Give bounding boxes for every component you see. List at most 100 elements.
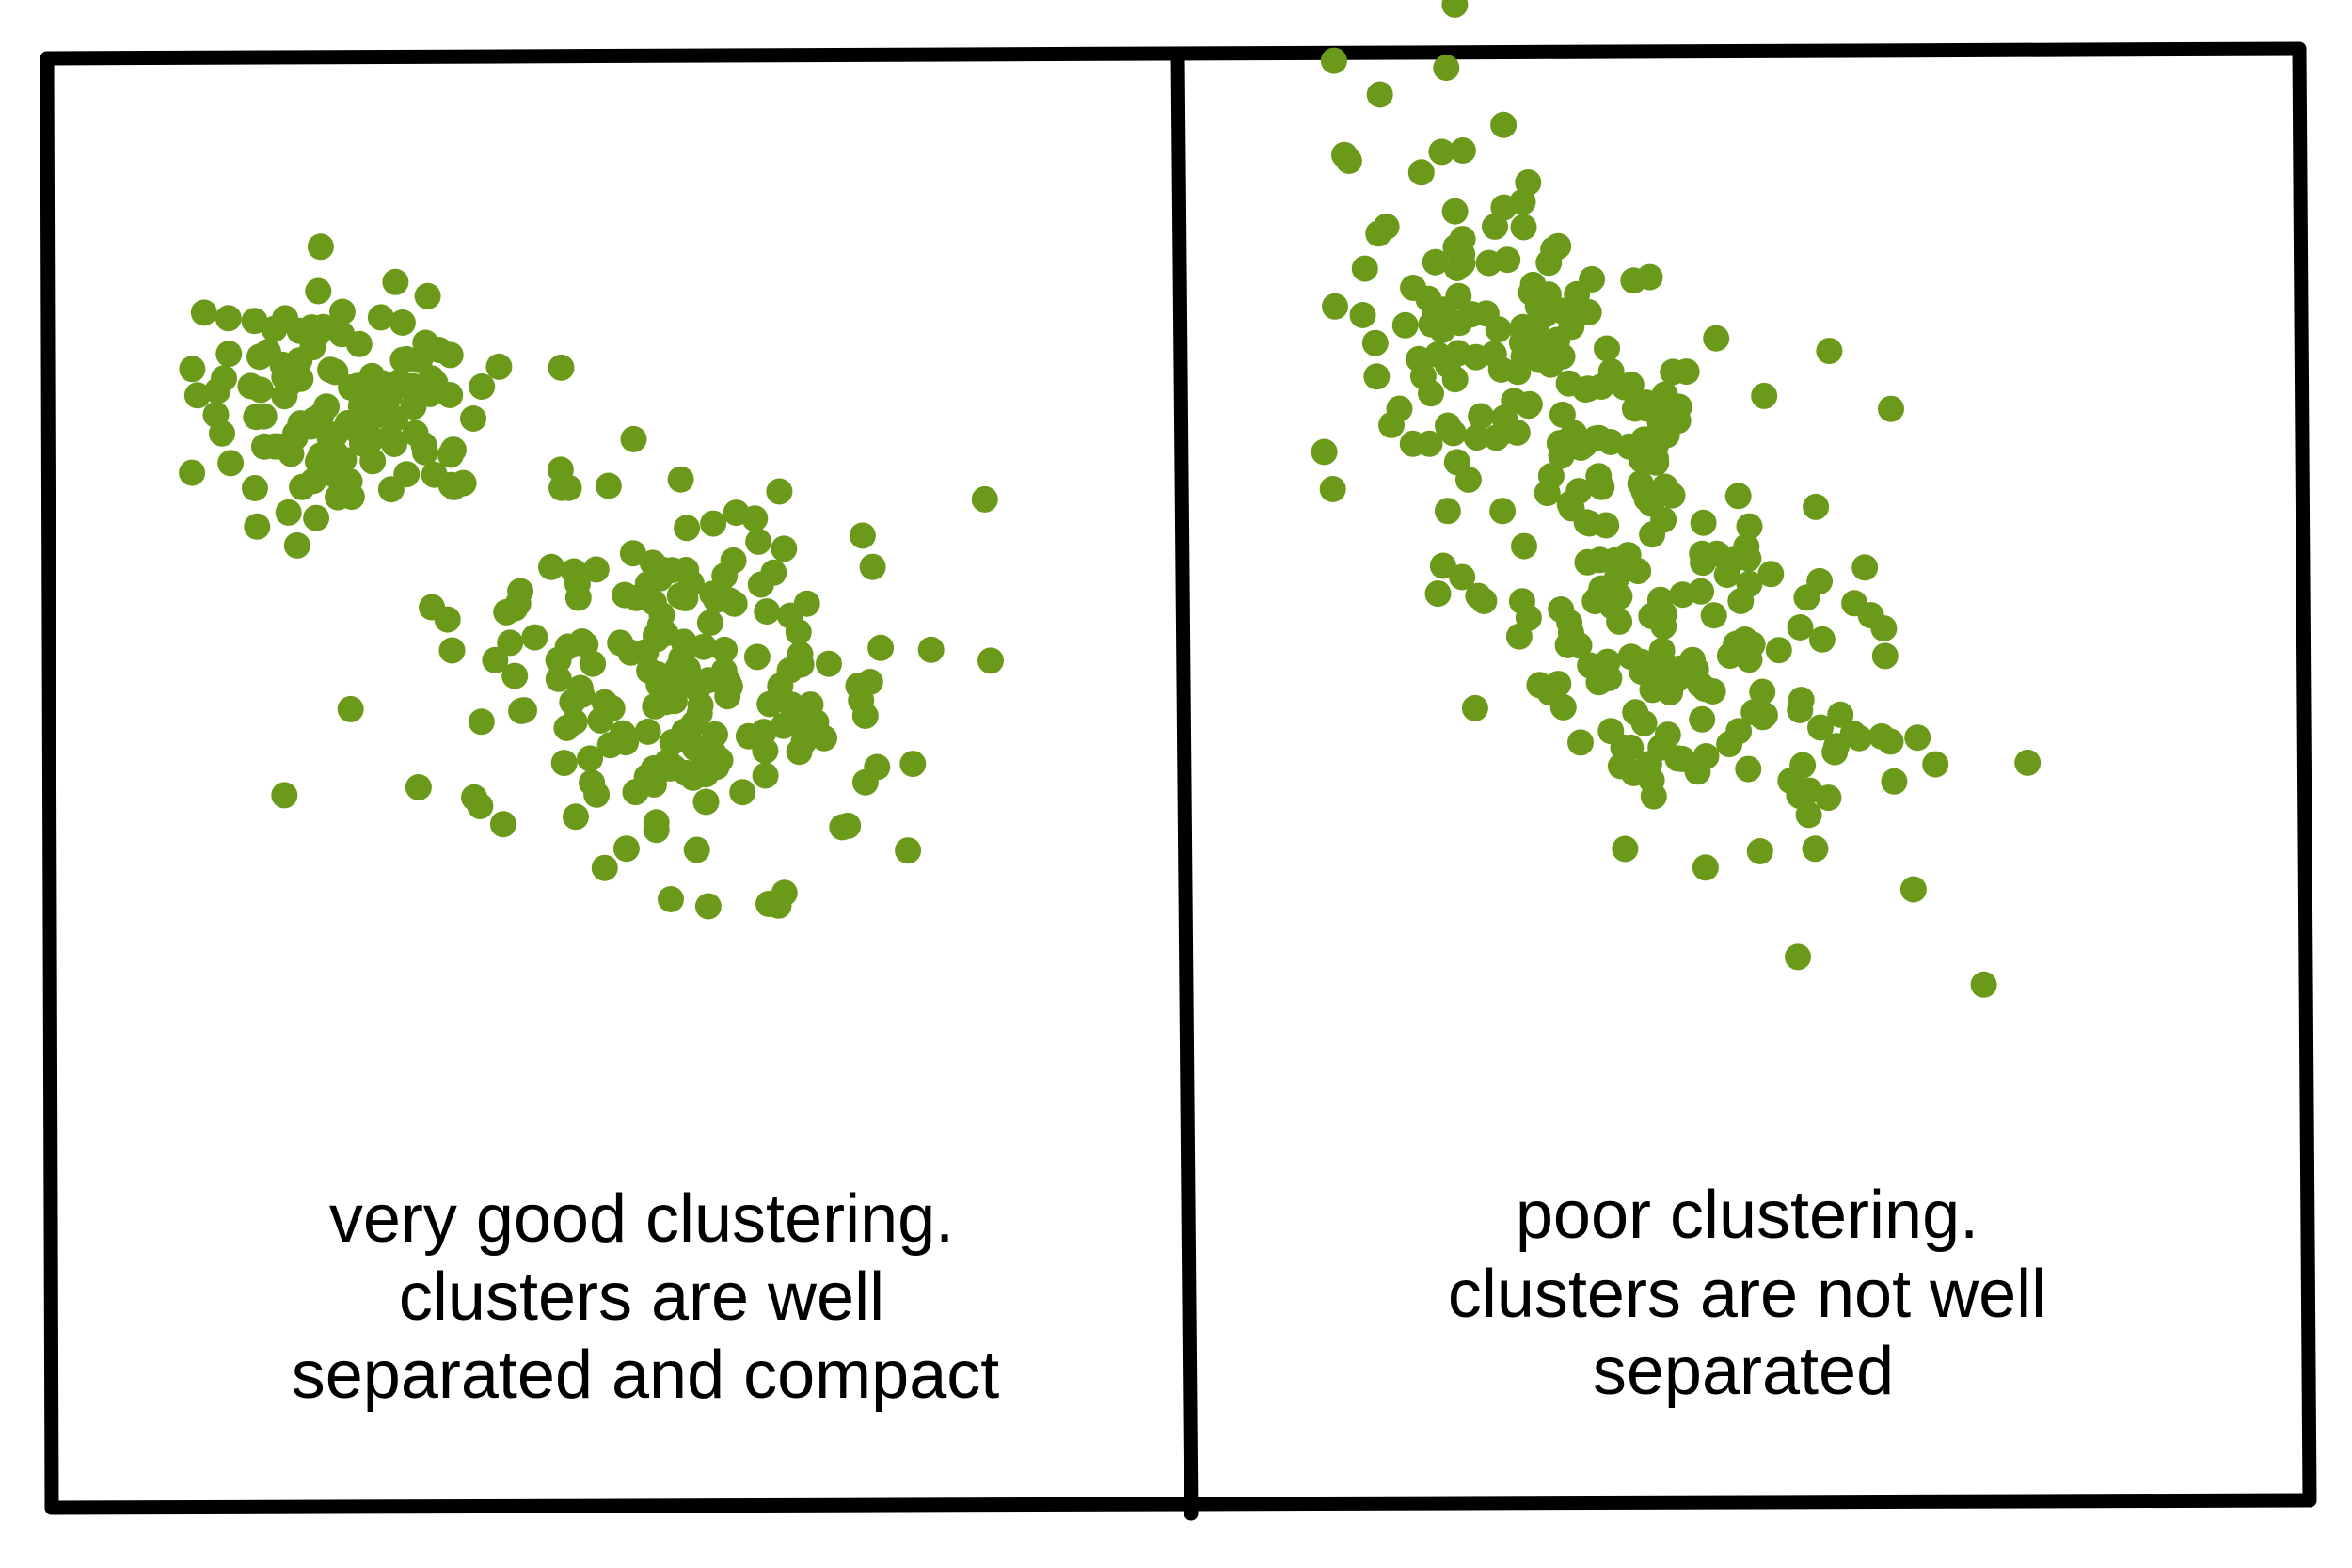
poor-caption-line-1: poor clustering. [1516,1178,1979,1253]
good-cluster-2-point [716,673,743,700]
poor-cluster-2-point [1692,743,1720,769]
poor-cluster-1-point [1322,293,1348,320]
good-cluster-1-point [322,439,349,467]
good-cluster-1-point [381,431,407,457]
poor-cluster-1-point [1585,463,1613,490]
poor-cluster-2-point [1846,724,1873,752]
poor-cluster-1-point [1428,138,1455,166]
poor-cluster-2-point [1689,705,1716,733]
good-cluster-2-point [770,712,797,739]
figure-frame [40,41,2317,1521]
good-cluster-1-point [275,499,302,526]
poor-cluster-2-point [1622,699,1649,726]
poor-cluster-1-point [1407,159,1435,186]
good-cluster-2-point [700,510,727,537]
poor-cluster-2-point [1736,570,1763,597]
poor-cluster-1-point [1365,220,1392,247]
good-cluster-2-point [572,631,599,658]
good-cluster-1-point [336,467,363,495]
good-cluster-1-point [345,330,373,357]
poor-cluster-2-point [1713,562,1740,589]
good-cluster-2-point [816,650,842,677]
poor-caption-line-3: separated [1593,1334,1894,1409]
good-cluster-1-point [338,374,365,401]
poor-cluster-2-point [1549,693,1577,721]
good-cluster-1-point [303,504,330,531]
good-cluster-1-point [202,401,230,428]
good-cluster-2-point [673,720,699,747]
good-cluster-2-point [670,628,697,656]
poor-cluster-2-point [1765,637,1792,664]
poor-cluster-2-point [1577,652,1604,679]
poor-cluster-2-point [1465,582,1492,610]
poor-cluster-2-point [1545,671,1572,698]
good-cluster-1-point [204,377,231,404]
poor-cluster-1-point [1422,248,1449,276]
poor-cluster-2-point [1785,943,1811,971]
frame-right-border [2292,41,2317,1508]
good-cluster-2-point [577,745,604,772]
poor-cluster-1-point [1690,509,1717,536]
poor-clustering-scatter [1311,0,2042,998]
poor-cluster-1-point [1510,214,1537,241]
poor-cluster-2-point [1816,338,1843,365]
poor-cluster-1-point [1441,0,1469,18]
good-cluster-1-point [460,405,486,432]
good-cluster-1-point [485,353,513,380]
poor-cluster-1-point [1556,490,1583,517]
poor-cluster-2-point [1638,602,1665,629]
poor-cluster-2-point [1803,493,1830,520]
poor-cluster-1-point [1489,498,1517,525]
good-cluster-1-point [215,305,242,332]
poor-cluster-2-point [1806,567,1834,594]
good-cluster-2-point [679,764,707,791]
poor-cluster-2-point [1416,430,1443,457]
good-cluster-2-point [489,811,516,838]
good-cluster-2-point [550,750,578,777]
poor-cluster-2-point [1596,665,1623,691]
poor-cluster-2-point [1605,559,1632,586]
poor-cluster-2-point [1311,438,1338,466]
good-cluster-1-point [437,441,464,468]
poor-cluster-2-point [1821,738,1849,766]
poor-cluster-2-point [1669,745,1695,772]
poor-cluster-1-point [1482,213,1508,240]
good-cluster-2-point [917,636,945,663]
good-cluster-2-point [766,478,793,505]
good-cluster-1-point [389,309,416,336]
poor-cluster-1-point [1433,55,1460,82]
poor-cluster-2-point [1653,653,1680,680]
poor-cluster-1-point [1673,358,1700,386]
poor-cluster-2-point [1700,602,1727,629]
poor-cluster-2-point [1807,714,1834,741]
good-cluster-2-point [829,814,856,841]
good-cluster-2-point [548,354,575,381]
poor-cluster-2-point [1690,549,1717,577]
good-cluster-2-point [703,753,730,781]
poor-cluster-1-point [1665,393,1692,420]
good-cluster-2-point [566,674,594,702]
poor-cluster-1-point [1549,429,1577,456]
good-cluster-2-point [864,753,891,781]
good-cluster-2-point [867,634,895,661]
poor-cluster-2-point [1881,768,1908,795]
good-cluster-2-point [553,714,580,741]
good-cluster-2-point [752,737,779,765]
poor-cluster-1-point [1415,285,1442,312]
poor-cluster-2-point [1868,722,1895,750]
poor-cluster-2-point [1815,784,1842,812]
good-cluster-2-point [771,535,798,562]
good-cluster-2-point [721,590,748,617]
good-cluster-2-point [646,564,674,592]
poor-cluster-2-point [1597,718,1625,745]
poor-cluster-1-point [1361,329,1389,356]
poor-cluster-1-point [1434,498,1461,525]
good-cluster-2-point [785,619,812,645]
poor-cluster-2-point [1607,752,1634,780]
poor-cluster-2-point [1585,424,1613,451]
good-cluster-1-point [329,298,356,325]
good-cluster-2-point [692,788,720,816]
poor-cluster-1-point [1703,325,1730,352]
good-cluster-2-point [673,557,700,583]
poor-cluster-2-point [1827,701,1854,728]
